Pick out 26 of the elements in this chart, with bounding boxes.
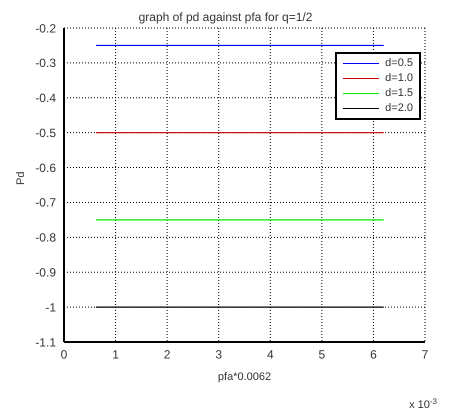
y-tick-label: -0.5 <box>35 126 56 140</box>
y-tick-label: -0.3 <box>35 56 56 70</box>
x-tick-label: 5 <box>318 348 326 362</box>
y-tick-label: -0.4 <box>35 91 56 106</box>
x-tick-label: 4 <box>266 348 274 362</box>
y-tick-label: -0.7 <box>35 196 56 210</box>
text: x 10$^{-3}$ <box>409 396 438 411</box>
y-tick-label: -1.1 <box>35 335 56 350</box>
y-tick-label: -0.2 <box>35 21 56 36</box>
x-tick-label: 0 <box>60 348 68 362</box>
legend-label: d=2.0 <box>385 101 413 116</box>
y-axis-title: Pd <box>14 172 27 185</box>
legend-label: d=0.5 <box>385 56 413 71</box>
y-tick-label: -1 <box>45 300 56 314</box>
y-tick-label: -0.6 <box>35 160 56 175</box>
x-tick-label: 7 <box>422 348 429 362</box>
y-tick-label: -0.9 <box>35 265 56 280</box>
chart-title: graph of pd against pfa for q=1/2 <box>138 10 313 24</box>
y-tick-label: -0.8 <box>35 230 56 245</box>
x-tick-label: 3 <box>215 348 222 362</box>
x-tick-label: 2 <box>164 348 171 362</box>
x-tick-label: 6 <box>370 348 378 362</box>
x-tick-label: 1 <box>112 348 120 362</box>
legend-label: d=1.0 <box>385 71 413 86</box>
x-axis-title: pfa*0.0062 <box>218 371 272 383</box>
legend-label: d=1.5 <box>385 86 413 101</box>
